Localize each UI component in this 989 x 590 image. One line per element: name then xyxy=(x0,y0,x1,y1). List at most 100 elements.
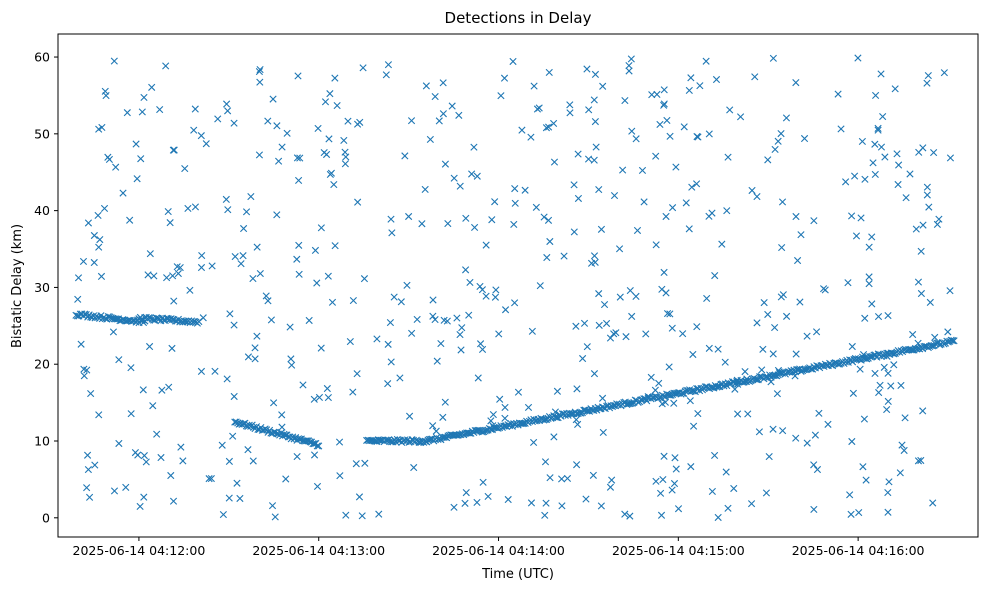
data-point xyxy=(491,198,499,206)
data-point xyxy=(437,339,445,348)
data-point xyxy=(563,474,572,483)
data-point xyxy=(682,199,690,207)
data-point xyxy=(225,457,233,465)
data-point xyxy=(714,513,722,522)
data-point xyxy=(572,322,580,330)
data-point xyxy=(484,492,492,501)
data-point xyxy=(616,293,624,301)
data-point xyxy=(541,511,549,519)
data-point xyxy=(139,386,147,394)
data-point xyxy=(774,137,782,145)
data-point xyxy=(900,446,908,455)
data-point xyxy=(123,109,131,117)
data-point xyxy=(626,512,634,520)
data-point xyxy=(914,278,923,286)
data-point xyxy=(610,330,618,338)
data-point xyxy=(895,161,903,169)
data-point xyxy=(598,394,607,402)
data-point xyxy=(421,185,429,194)
data-point xyxy=(530,82,538,90)
data-point xyxy=(74,274,83,282)
data-point xyxy=(251,344,259,352)
data-point xyxy=(947,336,955,344)
data-point xyxy=(597,502,605,510)
data-point xyxy=(595,290,603,298)
data-point xyxy=(683,386,691,394)
data-point xyxy=(295,241,303,249)
data-point xyxy=(119,189,127,197)
data-point xyxy=(566,109,574,117)
data-point xyxy=(625,400,634,408)
data-point xyxy=(168,344,176,352)
data-point xyxy=(884,312,892,320)
data-point xyxy=(214,115,222,123)
data-point xyxy=(458,324,466,332)
data-point xyxy=(239,252,247,260)
x-axis: 2025-06-14 04:12:00 2025-06-14 04:13:00 20… xyxy=(73,537,925,558)
data-point xyxy=(101,87,109,95)
data-point xyxy=(294,435,303,443)
data-point xyxy=(567,410,575,418)
data-point xyxy=(744,410,752,418)
data-point xyxy=(758,366,766,374)
data-point xyxy=(140,452,148,460)
data-point xyxy=(237,260,245,268)
data-point xyxy=(751,73,759,81)
data-point xyxy=(663,309,672,318)
data-point xyxy=(551,408,559,416)
data-point xyxy=(660,268,668,276)
data-point xyxy=(127,364,135,372)
data-point xyxy=(668,204,677,212)
data-point xyxy=(230,321,238,329)
data-point xyxy=(87,389,95,398)
data-point xyxy=(269,95,277,103)
data-point xyxy=(652,241,660,249)
data-point xyxy=(824,420,832,428)
data-point xyxy=(582,495,590,503)
data-point xyxy=(866,353,874,361)
data-point xyxy=(448,102,456,110)
data-point xyxy=(479,478,487,486)
data-point xyxy=(354,198,362,206)
data-point xyxy=(907,346,915,354)
data-point xyxy=(163,274,171,282)
data-point xyxy=(633,226,642,235)
data-point xyxy=(621,96,629,105)
data-point xyxy=(815,409,823,417)
data-point xyxy=(450,503,458,511)
data-point xyxy=(435,117,443,125)
data-point xyxy=(712,75,721,84)
data-point xyxy=(195,317,203,326)
data-point xyxy=(849,389,857,397)
data-point xyxy=(518,420,526,428)
data-point xyxy=(693,323,701,331)
data-point xyxy=(273,211,281,219)
data-point xyxy=(602,319,611,328)
data-point xyxy=(688,183,696,191)
data-point xyxy=(205,475,213,483)
data-point xyxy=(591,118,599,126)
data-point xyxy=(723,207,731,215)
data-point xyxy=(652,477,660,485)
data-point xyxy=(628,312,636,320)
data-point xyxy=(536,282,544,290)
x-tick-label: 2025-06-14 04:13:00 xyxy=(252,543,385,558)
data-point xyxy=(295,270,303,278)
data-point xyxy=(909,330,917,339)
data-point xyxy=(373,335,381,343)
data-point xyxy=(663,116,671,125)
data-point xyxy=(599,428,607,437)
data-point xyxy=(224,107,232,115)
y-tick-label: 60 xyxy=(34,50,50,65)
data-point xyxy=(694,133,702,141)
data-point xyxy=(627,55,635,63)
data-point xyxy=(813,465,822,474)
data-point xyxy=(278,143,286,151)
data-point xyxy=(144,271,152,279)
data-point xyxy=(861,354,869,362)
data-point xyxy=(748,186,756,195)
data-point xyxy=(655,379,663,387)
data-point xyxy=(811,431,819,439)
data-point xyxy=(771,145,779,154)
data-point xyxy=(253,243,261,251)
